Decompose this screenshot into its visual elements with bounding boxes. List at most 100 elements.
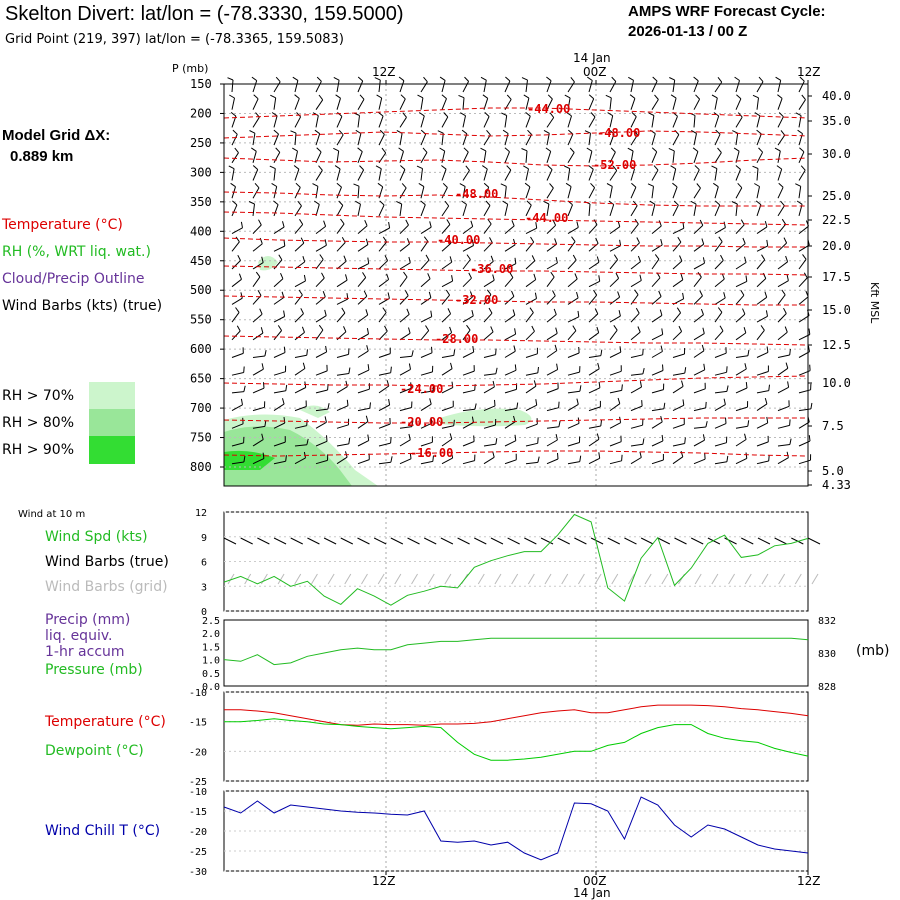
wind-barb (399, 439, 411, 447)
wind-barb-flag (453, 349, 456, 356)
wind-barb (273, 330, 282, 341)
wind-barb (504, 459, 517, 465)
wind-barb (441, 387, 454, 394)
wind-barb (714, 461, 727, 465)
wind-barb-flag (734, 76, 740, 81)
wind-barb-flag (431, 346, 433, 353)
wind-barb (630, 242, 640, 252)
wind-barb-flag (705, 421, 708, 428)
wind-barb-flag (384, 325, 388, 332)
wind-barb (336, 298, 349, 305)
surface-wind-barb (440, 537, 454, 545)
wind-barb-flag (648, 112, 655, 116)
wind-barb-flag (295, 182, 301, 188)
wind-barb (735, 169, 741, 181)
wind-barb (609, 204, 615, 217)
wind-barb (504, 369, 517, 376)
wind-barb-flag (471, 309, 474, 317)
kft-tick-label: 25.0 (822, 189, 851, 203)
wind-barb-flag (404, 290, 409, 296)
wind-barb-flag (802, 254, 807, 260)
wind-barb-flag (658, 220, 662, 227)
wind-barb (462, 245, 474, 252)
wind-barb (798, 99, 806, 110)
wind-barb (462, 81, 470, 93)
wind-barb (231, 423, 244, 429)
wind-barb (546, 117, 555, 128)
wind-barb-flag (408, 433, 411, 440)
wind-barb (777, 294, 786, 305)
surface-barbs-true (223, 537, 821, 545)
wind-barb-flag (775, 76, 781, 81)
wind-barb-flag (537, 456, 540, 463)
wind-barb-flag (461, 200, 467, 205)
wind-barb (609, 315, 621, 323)
kft-tick-label: 7.5 (822, 419, 844, 433)
wind-barb (777, 261, 788, 270)
surface-grid-barb (561, 573, 569, 585)
wind-barb (735, 355, 748, 358)
wind-barb-flag (297, 200, 302, 207)
wind-barb-flag (261, 363, 264, 370)
pressure-tick-label: 450 (190, 254, 212, 268)
wind-barb (252, 276, 261, 287)
rh70-region (300, 405, 330, 418)
wind-speed-tick-label: 3 (201, 582, 207, 593)
wind-barb-flag (390, 437, 392, 444)
wind-barb-flag (335, 94, 341, 99)
kft-tick-label: 30.0 (822, 147, 851, 161)
wind-barb (609, 296, 620, 305)
wind-barb-flag (449, 433, 453, 440)
wind-barb-flag (719, 325, 724, 332)
wind-barb (378, 423, 391, 429)
surface-wind-barb (273, 537, 287, 545)
surface-wind-barb (640, 537, 654, 545)
wind-barb-flag (278, 254, 283, 261)
pressure-tick-label: 700 (190, 401, 212, 415)
wind-barb-flag (629, 94, 636, 99)
wind-barb (441, 354, 454, 358)
wind-barb (462, 151, 469, 164)
upper-time-label-12z-end: 12Z (797, 65, 821, 79)
wind-barb (588, 313, 599, 323)
wind-barb-flag (758, 147, 763, 153)
wind-barb (483, 205, 491, 217)
wind-barb-flag (461, 129, 468, 135)
wind-barb (567, 241, 576, 252)
wind-barb-flag (801, 94, 806, 100)
wind-barb-flag (227, 77, 234, 81)
wind-barb (546, 133, 550, 146)
wind-barb-flag (237, 254, 241, 261)
wind-barb (609, 81, 617, 93)
wind-barb (231, 278, 242, 288)
wind-barb-flag (569, 147, 575, 153)
wind-barb (609, 370, 622, 376)
wind-barb-flag (785, 255, 789, 262)
wind-barb (651, 186, 654, 199)
wind-barb-flag (271, 112, 278, 117)
wind-barb (441, 457, 453, 465)
wind-barb (630, 405, 643, 412)
wind-barb (693, 333, 705, 341)
wind-barb-flag (654, 94, 659, 100)
wind-barb-flag (514, 364, 517, 371)
wind-barb-flag (733, 147, 740, 152)
wind-barb-flag (636, 237, 640, 244)
wind-barb (609, 186, 613, 199)
wind-barb-flag (740, 219, 745, 226)
upper-date-label: 14 Jan (573, 51, 611, 65)
wind-barb-flag (416, 165, 423, 170)
wind-barb (462, 389, 475, 394)
wind-barb (567, 204, 573, 217)
wind-barb (525, 260, 536, 270)
wind-barb-flag (262, 452, 265, 459)
wind-barb (504, 80, 511, 93)
wind-barb-flag (314, 129, 320, 135)
wind-barb (420, 115, 425, 128)
wind-barb (630, 98, 636, 110)
kft-tick-label: 17.5 (822, 270, 851, 284)
wind-barb-flag (764, 397, 768, 405)
wind-barb (399, 243, 410, 252)
wind-barb-flag (300, 237, 305, 244)
surface-grid-barb (294, 573, 302, 585)
